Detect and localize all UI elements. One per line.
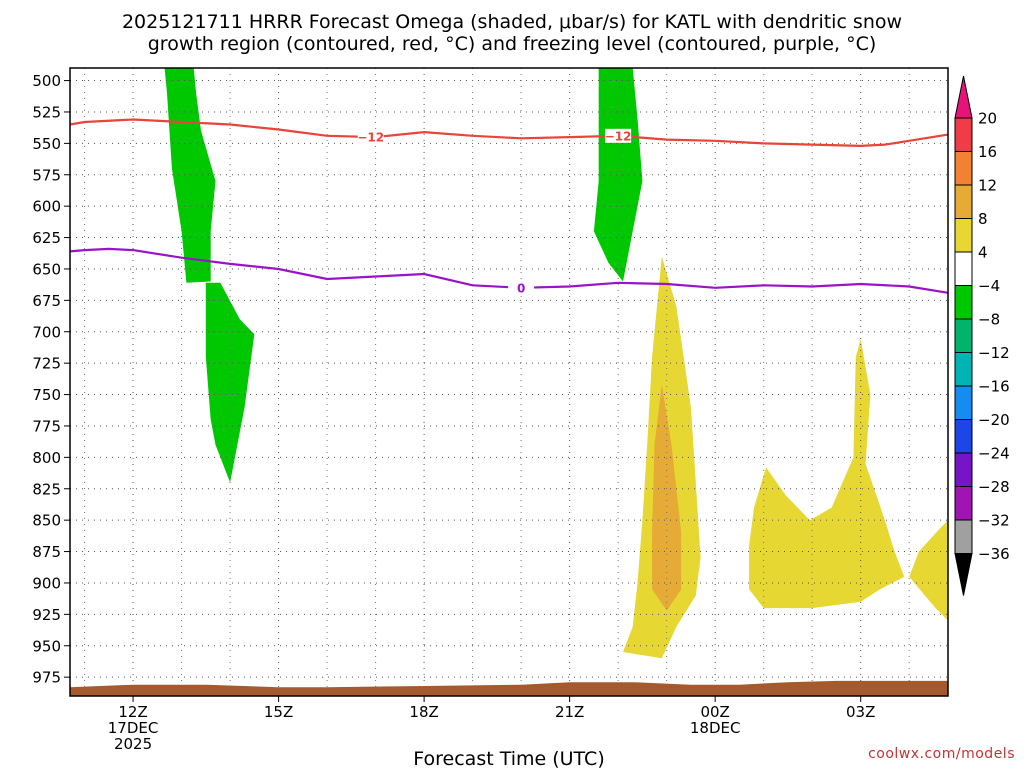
y-tick-label: 675 — [32, 292, 61, 310]
y-tick-label: 575 — [32, 166, 61, 184]
x-tick-label: 18DEC — [690, 719, 741, 737]
y-tick-label: 850 — [32, 512, 61, 530]
omega-shaded-region — [749, 339, 905, 609]
colorbar-swatch — [954, 486, 973, 521]
colorbar-tick-label: 16 — [978, 143, 997, 161]
colorbar-swatch — [954, 151, 973, 186]
contour-label-bg — [605, 128, 632, 143]
contour-label-bg — [357, 129, 384, 144]
omega-shaded-region — [909, 520, 948, 621]
colorbar-swatch — [954, 251, 973, 286]
colorbar-tick-label: −36 — [978, 545, 1010, 563]
colorbar-tick-label: 12 — [978, 177, 997, 195]
colorbar-tick-label: −16 — [978, 378, 1010, 396]
colorbar-tick-label: −4 — [978, 277, 1000, 295]
colorbar-tick-label: −12 — [978, 344, 1010, 362]
omega-shaded-region — [652, 384, 682, 611]
y-tick-label: 975 — [32, 669, 61, 687]
colorbar-swatch — [954, 117, 973, 152]
terrain-ground — [70, 680, 948, 696]
y-tick-label: 650 — [32, 260, 61, 278]
y-tick-label: 825 — [32, 480, 61, 498]
omega-shaded-region — [205, 282, 255, 483]
y-tick-label: 775 — [32, 417, 61, 435]
chart-title-line: 2025121711 HRRR Forecast Omega (shaded, … — [122, 11, 902, 33]
x-tick-label: 21Z — [555, 703, 584, 721]
colorbar-swatch — [954, 318, 973, 353]
colorbar-top-arrow — [954, 75, 973, 119]
y-tick-label: 600 — [32, 198, 61, 216]
source-credit: coolwx.com/models — [868, 746, 1015, 762]
plot-frame — [69, 67, 949, 697]
contour-label: −12 — [357, 130, 384, 144]
contour-label-bg — [508, 280, 535, 295]
colorbar-tick-label: 20 — [978, 110, 997, 128]
colorbar-swatch — [954, 519, 973, 554]
y-tick-label: 700 — [32, 323, 61, 341]
x-tick-label: 12Z — [118, 703, 147, 721]
y-tick-label: 750 — [32, 386, 61, 404]
colorbar-swatch — [954, 285, 973, 320]
y-tick-label: 725 — [32, 355, 61, 373]
colorbar-swatch — [954, 352, 973, 387]
colorbar-tick-label: −24 — [978, 445, 1010, 463]
colorbar-bottom-arrow — [954, 553, 973, 596]
y-tick-label: 550 — [32, 135, 61, 153]
contour-label: −12 — [605, 129, 632, 143]
colorbar-swatch — [954, 218, 973, 253]
dendritic-contour-line — [69, 118, 949, 148]
y-tick-label: 900 — [32, 574, 61, 592]
colorbar-swatch — [954, 385, 973, 420]
colorbar-swatch — [954, 184, 973, 219]
colorbar-tick-label: 4 — [978, 244, 988, 262]
y-tick-label: 800 — [32, 449, 61, 467]
y-tick-label: 500 — [32, 72, 61, 90]
colorbar-swatch — [954, 452, 973, 487]
y-tick-label: 925 — [32, 606, 61, 624]
colorbar-tick-label: −8 — [978, 311, 1000, 329]
y-tick-label: 625 — [32, 229, 61, 247]
colorbar-tick-label: 8 — [978, 210, 988, 228]
y-tick-label: 950 — [32, 637, 61, 655]
x-tick-label: 18Z — [409, 703, 438, 721]
freezing-level-line — [69, 247, 949, 294]
x-tick-label: 17DEC — [108, 719, 159, 737]
x-axis-label: Forecast Time (UTC) — [413, 748, 604, 768]
y-tick-label: 525 — [32, 103, 61, 121]
contour-label: 0 — [517, 281, 525, 295]
x-tick-label: 03Z — [846, 703, 875, 721]
colorbar-tick-label: −32 — [978, 512, 1010, 530]
x-tick-label: 00Z — [700, 703, 729, 721]
omega-shaded-region — [593, 68, 643, 282]
colorbar-tick-label: −20 — [978, 411, 1010, 429]
chart-title-line: growth region (contoured, red, °C) and f… — [148, 33, 877, 55]
x-tick-label: 2025 — [114, 735, 152, 753]
y-tick-label: 875 — [32, 543, 61, 561]
colorbar-tick-label: −28 — [978, 478, 1010, 496]
x-tick-label: 15Z — [264, 703, 293, 721]
colorbar-swatch — [954, 419, 973, 454]
